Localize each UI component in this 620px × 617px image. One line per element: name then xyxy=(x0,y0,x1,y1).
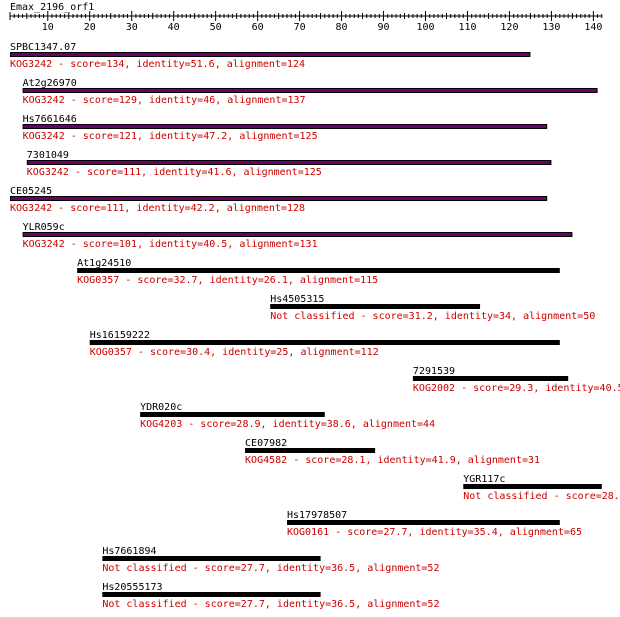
hit-annotation: KOG4582 - score=28.1, identity=41.9, ali… xyxy=(245,455,540,466)
hit-row: CE05245 KOG3242 - score=111, identity=42.… xyxy=(10,186,548,214)
hit-alignment-bar[interactable] xyxy=(140,412,325,417)
hit-alignment-bar[interactable] xyxy=(89,340,560,345)
hit-name-label[interactable]: At2g26970 xyxy=(23,78,77,89)
ruler-tick-label: 120 xyxy=(500,22,518,33)
hit-alignment-bar-fill xyxy=(23,89,597,92)
ruler-tick-label: 110 xyxy=(458,22,476,33)
hit-name-label[interactable]: YLR059c xyxy=(23,222,65,233)
hit-row: At2g26970 KOG3242 - score=129, identity=4… xyxy=(22,78,598,106)
hit-alignment-bar-fill xyxy=(23,125,547,128)
hit-name-label[interactable]: YGR117c xyxy=(463,474,505,485)
ruler-tick-label: 130 xyxy=(542,22,560,33)
hit-row: YDR020c KOG4203 - score=28.9, identity=38… xyxy=(140,402,435,430)
hit-name-label[interactable]: At1g24510 xyxy=(77,258,131,269)
hit-row: Hs16159222 KOG0357 - score=30.4, identity… xyxy=(89,330,560,358)
hit-name-label[interactable]: Hs4505315 xyxy=(270,294,324,305)
ruler-tick-label: 20 xyxy=(84,22,96,33)
ruler-tick-label: 10 xyxy=(42,22,54,33)
hit-annotation: KOG0161 - score=27.7, identity=35.4, ali… xyxy=(287,527,582,538)
ruler-tick-label: 50 xyxy=(210,22,222,33)
ruler-tick-label: 60 xyxy=(252,22,264,33)
hit-row: At1g24510 KOG0357 - score=32.7, identity=… xyxy=(77,258,560,286)
hit-row: SPBC1347.07 KOG3242 - score=134, identity… xyxy=(10,42,531,70)
hit-name-label[interactable]: Hs7661646 xyxy=(23,114,77,125)
hit-annotation: Not classified - score=27.7, identity=36… xyxy=(102,599,439,610)
hit-name-label[interactable]: Hs17978507 xyxy=(287,510,347,521)
hit-row: 7291539 KOG2002 - score=29.3, identity=40… xyxy=(412,366,620,394)
hit-name-label[interactable]: CE07982 xyxy=(245,438,287,449)
hit-alignment-bar[interactable] xyxy=(102,556,321,561)
ruler-tick-label: 80 xyxy=(336,22,348,33)
hit-alignment-bar[interactable] xyxy=(102,592,321,597)
ruler-tick-label: 90 xyxy=(378,22,390,33)
hit-annotation: KOG3242 - score=101, identity=40.5, alig… xyxy=(23,239,318,250)
hit-name-label[interactable]: Hs20555173 xyxy=(102,582,162,593)
hit-alignment-bar-fill xyxy=(27,161,551,164)
hit-row: Hs4505315 Not classified - score=31.2, id… xyxy=(270,294,595,322)
query-title: Emax_2196_orf1 xyxy=(10,2,94,13)
hit-name-label[interactable]: 7291539 xyxy=(413,366,455,377)
ruler-tick-label: 30 xyxy=(126,22,138,33)
hit-alignment-bar[interactable] xyxy=(463,484,602,489)
hit-name-label[interactable]: 7301049 xyxy=(27,150,69,161)
sequence-ruler: 10 20 30 40 50 60 70 80 90 100 110 120 130 140 xyxy=(9,11,602,33)
hit-annotation: KOG2002 - score=29.3, identity=40.5 xyxy=(413,383,620,394)
hit-name-label[interactable]: Hs7661894 xyxy=(102,546,156,557)
hit-annotation: KOG4203 - score=28.9, identity=38.6, ali… xyxy=(140,419,435,430)
hit-alignment-bar[interactable] xyxy=(412,376,569,381)
hit-annotation: KOG3242 - score=111, identity=42.2, alig… xyxy=(10,203,305,214)
hit-name-label[interactable]: YDR020c xyxy=(140,402,182,413)
ruler-tick-label: 140 xyxy=(584,22,602,33)
hit-annotation: KOG0357 - score=32.7, identity=26.1, ali… xyxy=(77,275,378,286)
hit-alignment-bar[interactable] xyxy=(245,448,376,453)
hit-list: SPBC1347.07 KOG3242 - score=134, identity… xyxy=(10,42,620,610)
hit-annotation: KOG0357 - score=30.4, identity=25, align… xyxy=(90,347,379,358)
hit-name-label[interactable]: CE05245 xyxy=(10,186,52,197)
hit-alignment-bar-fill xyxy=(11,53,530,56)
hit-row: Hs7661894 Not classified - score=27.7, id… xyxy=(102,546,439,574)
hit-row: CE07982 KOG4582 - score=28.1, identity=41… xyxy=(245,438,540,466)
hit-alignment-bar-fill xyxy=(23,233,572,236)
hit-row: YGR117c Not classified - score=28. xyxy=(463,474,620,502)
ruler-tick-label: 100 xyxy=(416,22,434,33)
hit-annotation: Not classified - score=27.7, identity=36… xyxy=(102,563,439,574)
hit-alignment-bar[interactable] xyxy=(287,520,560,525)
hit-annotation: KOG3242 - score=129, identity=46, alignm… xyxy=(23,95,306,106)
hit-name-label[interactable]: SPBC1347.07 xyxy=(10,42,76,53)
hit-name-label[interactable]: Hs16159222 xyxy=(90,330,150,341)
hit-row: Hs20555173 Not classified - score=27.7, i… xyxy=(102,582,439,610)
hit-annotation: KOG3242 - score=121, identity=47.2, alig… xyxy=(23,131,318,142)
hit-annotation: KOG3242 - score=134, identity=51.6, alig… xyxy=(10,59,305,70)
ruler-tick-label: 40 xyxy=(168,22,180,33)
hit-alignment-bar-fill xyxy=(11,197,547,200)
hit-row: YLR059c KOG3242 - score=101, identity=40.… xyxy=(22,222,573,250)
hit-alignment-bar[interactable] xyxy=(270,304,481,309)
hit-annotation: Not classified - score=28. xyxy=(463,491,620,502)
hit-alignment-bar[interactable] xyxy=(77,268,560,273)
hit-annotation: KOG3242 - score=111, identity=41.6, alig… xyxy=(27,167,322,178)
hit-row: Hs17978507 KOG0161 - score=27.7, identity… xyxy=(287,510,582,538)
hit-row: Hs7661646 KOG3242 - score=121, identity=4… xyxy=(22,114,548,142)
hit-annotation: Not classified - score=31.2, identity=34… xyxy=(270,311,595,322)
ruler-tick-label: 70 xyxy=(294,22,306,33)
hit-row: 7301049 KOG3242 - score=111, identity=41.… xyxy=(26,150,552,178)
